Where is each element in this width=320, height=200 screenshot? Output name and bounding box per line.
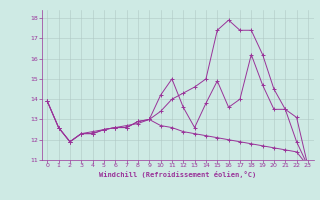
X-axis label: Windchill (Refroidissement éolien,°C): Windchill (Refroidissement éolien,°C) bbox=[99, 171, 256, 178]
